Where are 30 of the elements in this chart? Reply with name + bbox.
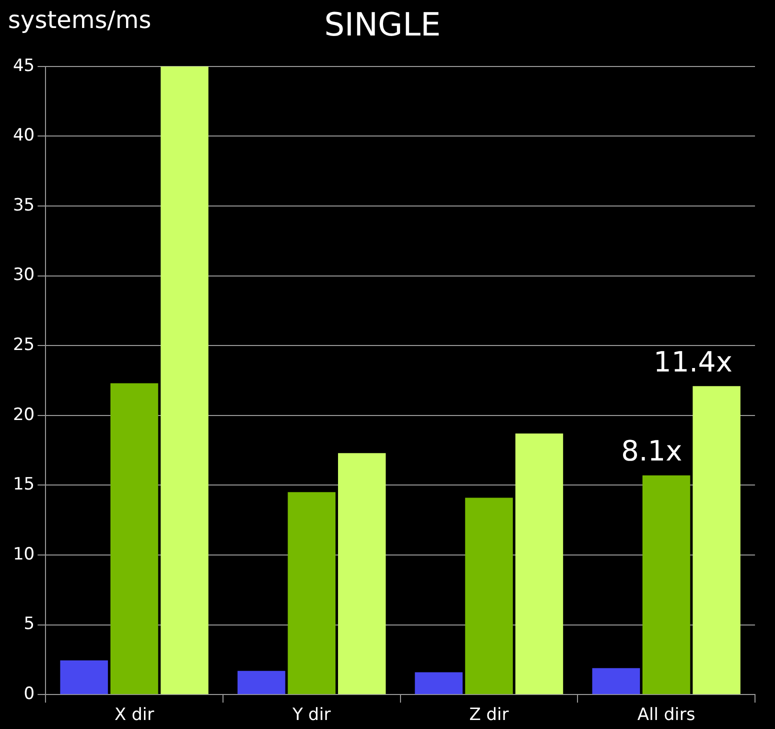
y-tick-label: 25 — [12, 335, 35, 356]
bar — [338, 453, 386, 694]
y-axis-title: systems/ms — [8, 6, 152, 34]
bar — [110, 383, 158, 694]
x-tick-label: All dirs — [637, 705, 696, 726]
y-tick-label: 45 — [12, 56, 35, 76]
y-tick-label: 30 — [12, 265, 35, 286]
bar — [160, 66, 208, 694]
bar — [238, 670, 286, 694]
y-tick-label: 40 — [12, 126, 35, 146]
y-tick-label: 0 — [24, 684, 35, 704]
y-tick-label: 20 — [12, 404, 35, 425]
y-tick-label: 5 — [24, 614, 35, 634]
bar — [515, 434, 564, 694]
y-tick-label: 15 — [12, 474, 35, 495]
bar — [60, 660, 108, 694]
x-tick-label: Z dir — [469, 705, 509, 726]
y-tick-label: 35 — [12, 195, 35, 216]
x-tick-label: X dir — [114, 705, 154, 726]
y-tick-label: 10 — [12, 544, 35, 564]
bar — [592, 668, 640, 694]
bar — [692, 386, 740, 694]
bar — [414, 672, 463, 694]
annotation: 11.4x — [654, 345, 732, 378]
bar — [288, 492, 336, 694]
bar — [465, 498, 513, 694]
bar — [642, 475, 690, 694]
annotation: 8.1x — [621, 434, 682, 468]
chart-title: SINGLE — [324, 6, 441, 44]
x-tick-label: Y dir — [291, 705, 331, 726]
